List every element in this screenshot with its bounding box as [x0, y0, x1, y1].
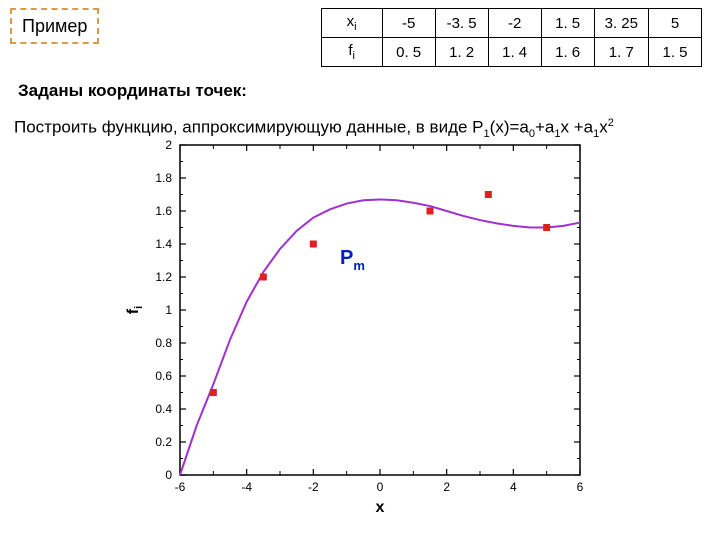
- svg-text:1.8: 1.8: [155, 171, 172, 185]
- table-header-f: fi: [321, 38, 382, 67]
- svg-text:0.8: 0.8: [155, 336, 172, 350]
- svg-text:Pm: Pm: [340, 247, 365, 273]
- svg-text:1.6: 1.6: [155, 204, 172, 218]
- table-cell: 1. 5: [649, 38, 702, 67]
- table-cell: 1. 4: [488, 38, 541, 67]
- table-cell: 1. 6: [541, 38, 594, 67]
- table-cell: 3. 25: [594, 9, 648, 38]
- table-cell: -5: [382, 9, 435, 38]
- table-cell: 0. 5: [382, 38, 435, 67]
- table-header-x: xi: [321, 9, 382, 38]
- svg-text:0: 0: [377, 480, 384, 494]
- table-cell: -2: [488, 9, 541, 38]
- chart-svg: -6 -4 -2 0 2 4 6 0 0.2 0.4 0.6 0.8 1 1.2 1.4 1.6 1.8 2 x fi…: [120, 130, 600, 520]
- data-table: xi -5 -3. 5 -2 1. 5 3. 25 5 fi 0. 5 1. 2…: [321, 8, 702, 67]
- table-cell: 1. 7: [594, 38, 648, 67]
- table-cell: 5: [649, 9, 702, 38]
- svg-text:-6: -6: [175, 480, 186, 494]
- svg-text:0: 0: [165, 468, 172, 482]
- svg-text:1.4: 1.4: [155, 237, 172, 251]
- svg-text:-4: -4: [241, 480, 252, 494]
- svg-text:4: 4: [510, 480, 517, 494]
- svg-text:2: 2: [443, 480, 450, 494]
- svg-text:-2: -2: [308, 480, 319, 494]
- svg-text:6: 6: [577, 480, 584, 494]
- example-label: Пример: [22, 16, 87, 37]
- example-heading: Пример: [10, 8, 99, 44]
- chart: -6 -4 -2 0 2 4 6 0 0.2 0.4 0.6 0.8 1 1.2 1.4 1.6 1.8 2 x fi…: [120, 130, 600, 520]
- table-cell: 1. 2: [435, 38, 488, 67]
- svg-text:0.4: 0.4: [155, 402, 172, 416]
- svg-text:2: 2: [165, 138, 172, 152]
- table-cell: 1. 5: [541, 9, 594, 38]
- svg-text:0.2: 0.2: [155, 435, 172, 449]
- subtitle: Заданы координаты точек:: [18, 81, 720, 101]
- svg-text:x: x: [376, 499, 385, 516]
- svg-text:1: 1: [165, 303, 172, 317]
- table-row: fi 0. 5 1. 2 1. 4 1. 6 1. 7 1. 5: [321, 38, 701, 67]
- table-cell: -3. 5: [435, 9, 488, 38]
- table-row: xi -5 -3. 5 -2 1. 5 3. 25 5: [321, 9, 701, 38]
- svg-text:1.2: 1.2: [155, 270, 172, 284]
- svg-text:0.6: 0.6: [155, 369, 172, 383]
- svg-text:fi: fi: [125, 306, 145, 314]
